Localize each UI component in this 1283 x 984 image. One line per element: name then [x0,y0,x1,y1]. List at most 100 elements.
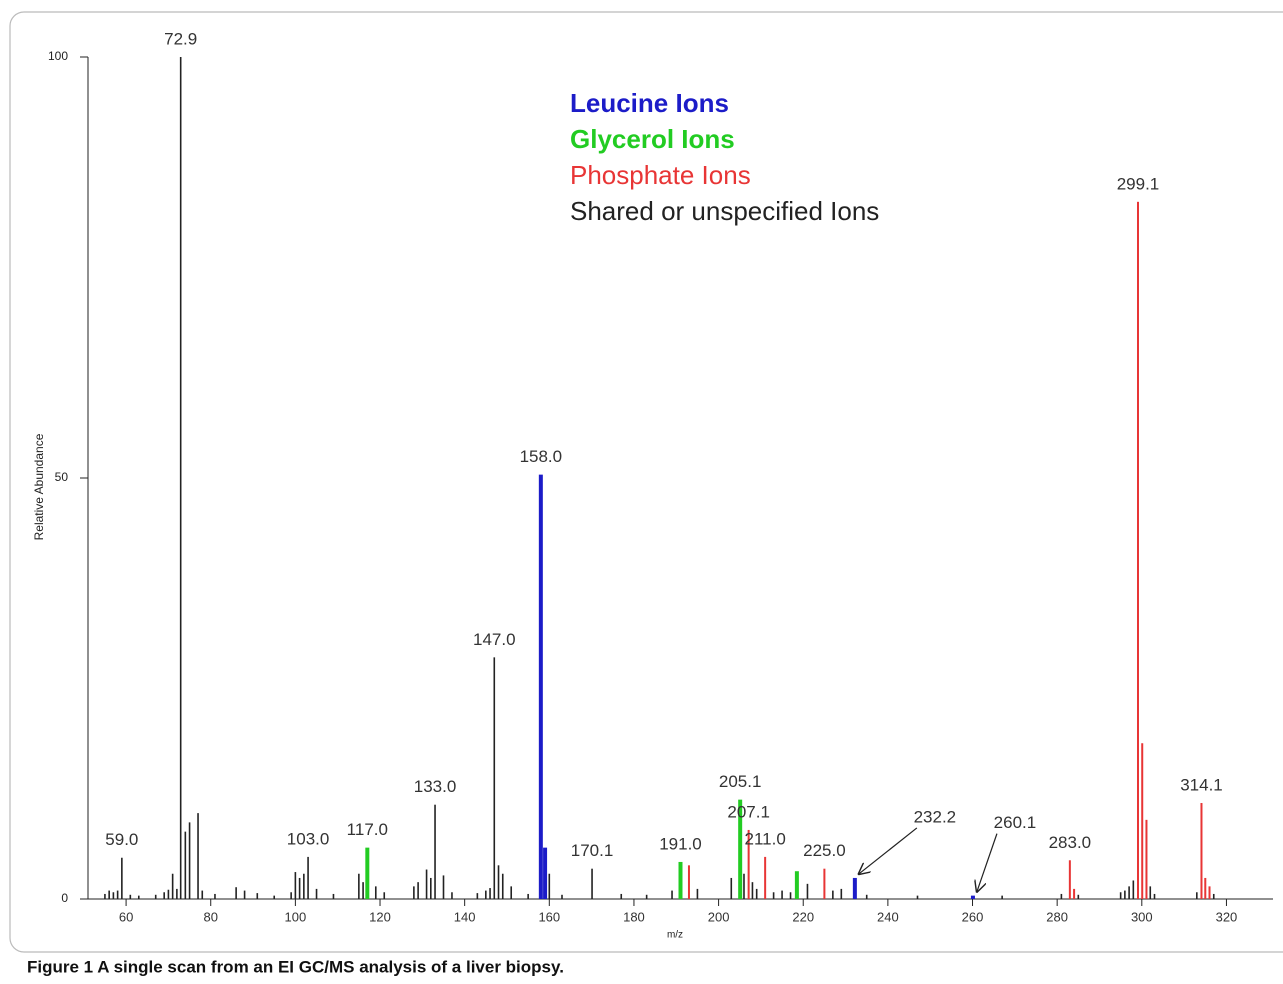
peak-label: 147.0 [473,630,516,649]
peak [273,895,276,899]
y-tick-label: 100 [48,49,68,63]
peak-label: 207.1 [727,802,770,821]
peak [121,857,123,899]
peak [738,799,743,899]
peak [832,890,834,899]
peak [176,888,178,899]
peak [451,892,453,899]
peak [413,886,415,899]
peak [970,895,975,899]
peak [129,894,132,899]
peak [434,804,436,899]
peak [425,869,428,899]
peak [167,889,170,899]
peak-label: 170.1 [571,841,614,860]
x-tick-label: 240 [877,909,899,924]
peak [687,865,690,899]
peak [781,890,783,899]
peak [645,894,648,899]
peak [1141,743,1144,899]
x-tick-label: 260 [962,909,984,924]
peak [1149,886,1152,899]
peak [794,871,799,899]
peak [485,890,487,899]
peak [112,892,115,899]
peak [1204,877,1207,899]
x-tick-label: 180 [623,909,645,924]
x-tick-label: 220 [792,909,814,924]
peak-label: 103.0 [287,829,330,848]
frame [9,11,1283,953]
peak [1073,888,1076,899]
peak [1068,860,1071,899]
peak [307,856,309,899]
peak [303,873,305,899]
peak [298,877,301,899]
peak [1119,892,1122,899]
peak [548,873,551,899]
peak-label: 232.2 [914,807,957,826]
peak [201,890,204,899]
peak [671,890,673,899]
peak [678,861,683,899]
peak-label: 211.0 [745,829,786,848]
peak [1132,880,1135,899]
peak [493,657,496,899]
peak [591,868,593,899]
peak [1200,803,1203,899]
peak [743,873,745,899]
peak [1136,201,1139,900]
peak [916,895,919,899]
x-tick-label: 100 [285,909,307,924]
peak [362,882,364,899]
peak [620,893,623,899]
y-tick-label: 50 [55,470,69,484]
peak [1077,894,1080,899]
peak [1196,892,1198,899]
peak [865,894,868,899]
peak [764,856,767,899]
x-tick-label: 160 [538,909,560,924]
peak [417,882,419,899]
x-tick-label: 140 [454,909,476,924]
peak [751,882,754,899]
x-tick-label: 60 [119,909,133,924]
peak [510,886,513,899]
peak [171,873,174,899]
peak [108,890,110,899]
peak [137,895,140,899]
peak [755,888,758,899]
label-arrow [977,833,998,892]
peak [730,877,733,899]
peak [489,888,491,899]
peak [294,872,297,899]
peak-label: 133.0 [414,777,457,796]
peak-label: 225.0 [803,841,846,860]
peak [497,865,500,899]
peak-label: 260.1 [994,813,1037,832]
peak [365,847,370,899]
peak [163,892,165,899]
x-tick-label: 280 [1046,909,1068,924]
peak [383,892,386,899]
peak [1060,893,1063,899]
peak-label: 205.1 [719,772,762,791]
peak [561,894,563,899]
legend-entry: Phosphate Ions [570,160,751,190]
legend-entry: Leucine Ions [570,88,729,118]
peak [538,474,543,899]
peak [197,813,199,899]
peak [315,888,318,899]
peak-label: 314.1 [1180,775,1223,794]
peak [789,892,792,899]
caption: Figure 1 A single scan from an EI GC/MS … [27,957,564,976]
peak [527,893,529,899]
peak [840,888,843,899]
x-axis-label: m/z [667,930,683,941]
peak [1145,819,1148,899]
y-axis-label: Relative Abundance [32,433,46,540]
legend-entry: Shared or unspecified Ions [570,196,879,226]
peak-label: 299.1 [1117,174,1160,193]
peak [374,886,377,899]
